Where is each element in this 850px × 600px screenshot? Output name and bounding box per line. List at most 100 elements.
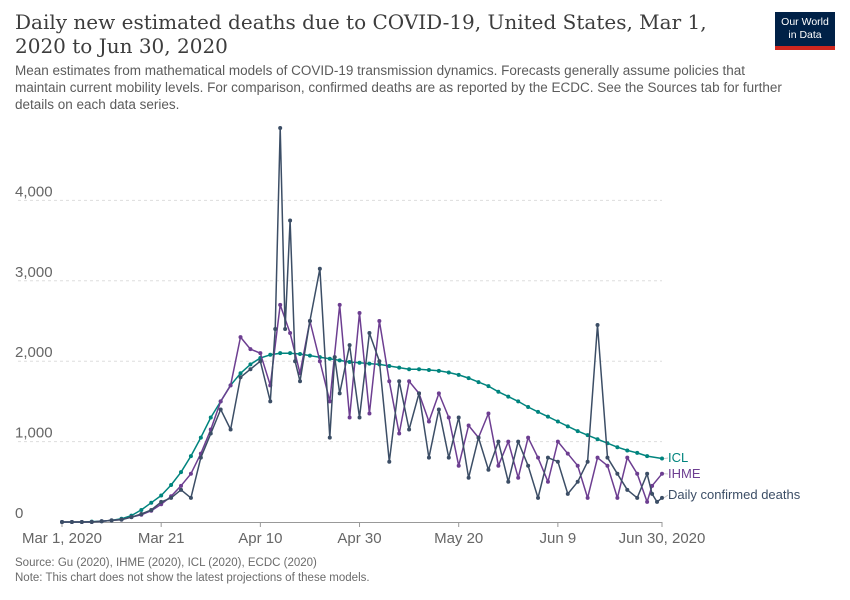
data-point-confirmed bbox=[625, 487, 630, 492]
data-point-confirmed bbox=[595, 323, 600, 328]
y-tick-label: 3,000 bbox=[15, 264, 53, 281]
data-point-ihme bbox=[565, 451, 570, 456]
data-point-icl bbox=[149, 500, 154, 505]
data-point-icl bbox=[198, 435, 203, 440]
data-point-confirmed bbox=[645, 471, 650, 476]
data-point-icl bbox=[188, 454, 193, 459]
data-point-confirmed bbox=[397, 379, 402, 384]
data-point-ihme bbox=[575, 463, 580, 468]
data-point-confirmed bbox=[198, 455, 203, 460]
data-point-confirmed bbox=[605, 455, 610, 460]
data-point-confirmed bbox=[218, 407, 223, 412]
series-end-label-ihme: IHME bbox=[668, 466, 701, 481]
data-point-icl bbox=[565, 424, 570, 429]
data-point-ihme bbox=[456, 463, 461, 468]
data-point-icl bbox=[575, 429, 580, 434]
data-point-confirmed bbox=[278, 126, 283, 131]
data-point-icl bbox=[159, 493, 164, 498]
data-point-confirmed bbox=[332, 355, 337, 360]
series-end-label-icl: ICL bbox=[668, 450, 688, 465]
data-point-confirmed bbox=[298, 379, 303, 384]
data-point-icl bbox=[268, 352, 273, 357]
data-point-icl bbox=[248, 362, 253, 367]
data-point-confirmed bbox=[89, 520, 94, 524]
chart-note: Note: This chart does not show the lates… bbox=[15, 572, 370, 584]
x-tick-label: Mar 21 bbox=[138, 530, 185, 547]
data-point-confirmed bbox=[179, 487, 184, 492]
data-point-confirmed bbox=[273, 327, 278, 332]
data-point-ihme bbox=[536, 455, 541, 460]
data-point-ihme bbox=[337, 302, 342, 307]
data-point-icl bbox=[327, 356, 332, 361]
data-point-confirmed bbox=[456, 415, 461, 420]
y-tick-label: 1,000 bbox=[15, 425, 53, 442]
data-point-icl bbox=[208, 415, 213, 420]
series-line-confirmed bbox=[62, 127, 663, 523]
data-point-ihme bbox=[625, 455, 630, 460]
data-point-icl bbox=[347, 360, 352, 365]
owid-logo[interactable]: Our World in Data bbox=[775, 12, 835, 50]
data-point-confirmed bbox=[650, 491, 655, 496]
data-point-confirmed bbox=[69, 520, 74, 524]
data-point-ihme bbox=[367, 411, 372, 416]
data-point-ihme bbox=[317, 359, 322, 364]
data-point-ihme bbox=[238, 335, 243, 340]
data-point-confirmed bbox=[159, 499, 164, 504]
data-point-icl bbox=[278, 351, 283, 356]
chart-area: 0 1,000 2,000 3,000 4,000 Mar 1, 2020 Mar 21 Ap… bbox=[15, 126, 801, 547]
data-point-ihme bbox=[446, 415, 451, 420]
data-point-confirmed bbox=[357, 415, 362, 420]
data-point-icl bbox=[446, 370, 451, 375]
data-point-confirmed bbox=[283, 327, 288, 332]
x-tick-label: Mar 1, 2020 bbox=[22, 530, 102, 547]
data-point-confirmed bbox=[139, 511, 144, 516]
data-point-ihme bbox=[506, 439, 511, 444]
data-point-confirmed bbox=[506, 479, 511, 484]
data-point-ihme bbox=[635, 471, 640, 476]
data-point-ihme bbox=[288, 331, 293, 336]
data-point-ihme bbox=[218, 399, 223, 404]
data-point-confirmed bbox=[99, 519, 104, 524]
data-point-confirmed bbox=[466, 475, 471, 480]
data-point-ihme bbox=[407, 379, 412, 384]
data-point-ihme bbox=[486, 411, 491, 416]
data-point-confirmed bbox=[337, 391, 342, 396]
data-point-icl bbox=[486, 384, 491, 389]
data-point-confirmed bbox=[317, 266, 322, 271]
data-point-confirmed bbox=[293, 359, 298, 364]
data-point-confirmed bbox=[228, 427, 233, 432]
data-point-confirmed bbox=[565, 491, 570, 496]
data-point-icl bbox=[337, 358, 342, 363]
data-point-confirmed bbox=[367, 331, 372, 336]
data-point-icl bbox=[585, 433, 590, 438]
data-point-confirmed bbox=[575, 479, 580, 484]
data-point-ihme bbox=[387, 379, 392, 384]
data-point-confirmed bbox=[526, 463, 531, 468]
data-point-confirmed bbox=[426, 455, 431, 460]
data-point-confirmed bbox=[248, 367, 253, 372]
data-point-confirmed bbox=[516, 439, 521, 444]
data-point-ihme bbox=[397, 431, 402, 436]
data-point-confirmed bbox=[655, 499, 660, 504]
data-point-confirmed bbox=[635, 495, 640, 500]
data-point-ihme bbox=[377, 319, 382, 323]
data-point-icl bbox=[238, 371, 243, 376]
data-point-icl bbox=[169, 483, 174, 488]
logo-line-2: in Data bbox=[788, 29, 822, 41]
data-point-ihme bbox=[615, 495, 620, 500]
data-point-icl bbox=[625, 448, 630, 453]
data-point-confirmed bbox=[555, 459, 560, 464]
data-point-ihme bbox=[248, 347, 253, 352]
data-point-icl bbox=[436, 368, 441, 373]
series-line-icl bbox=[62, 352, 663, 523]
source-note: Source: Gu (2020), IHME (2020), ICL (202… bbox=[15, 557, 317, 569]
chart-title: Daily new estimated deaths due to COVID-… bbox=[15, 10, 707, 58]
data-point-icl bbox=[516, 399, 521, 404]
data-point-icl bbox=[555, 419, 560, 424]
data-point-icl bbox=[635, 450, 640, 455]
data-point-confirmed bbox=[545, 455, 550, 460]
data-point-icl bbox=[179, 470, 184, 475]
data-point-confirmed bbox=[615, 471, 620, 476]
data-point-ihme bbox=[466, 423, 471, 428]
data-point-icl bbox=[660, 456, 664, 461]
